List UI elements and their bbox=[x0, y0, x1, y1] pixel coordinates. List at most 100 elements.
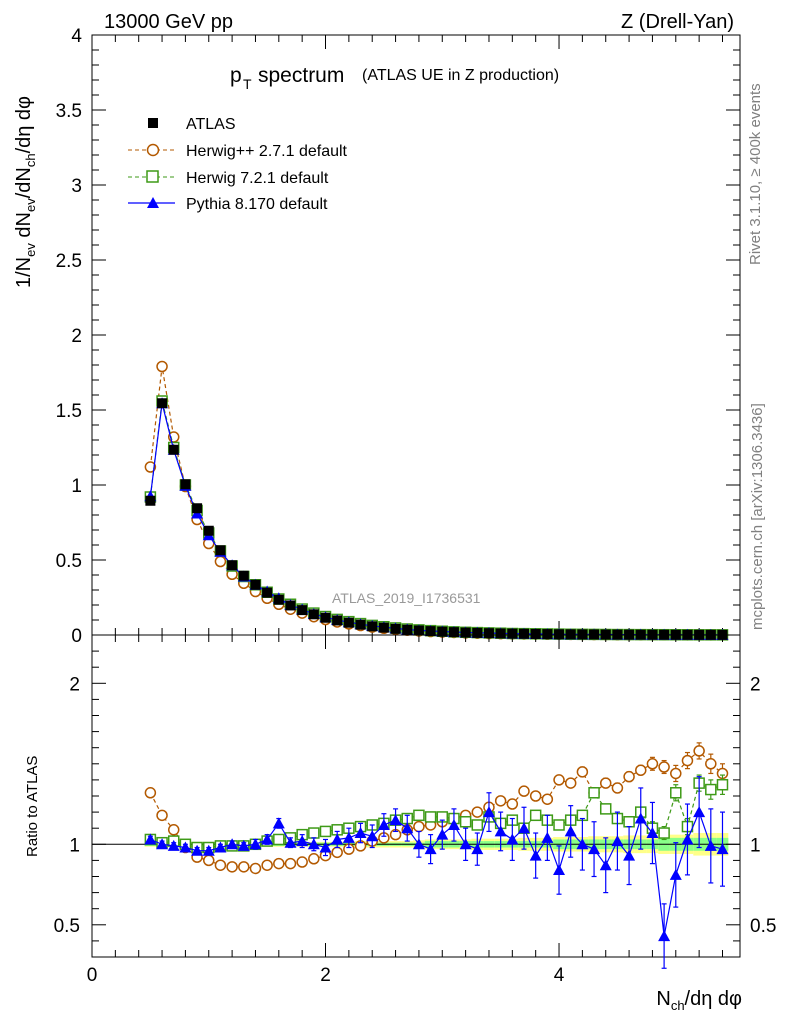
plot-title-extra: (ATLAS UE in Z production) bbox=[362, 67, 559, 84]
ratio-point-herwig-2-7-1-default bbox=[564, 777, 577, 789]
ratio-point-herwig-7-2-1-default bbox=[319, 825, 332, 838]
main-point-atlas bbox=[495, 628, 506, 639]
ratio-point-herwig-7-2-1-default bbox=[670, 787, 682, 799]
ratio-point-herwig-7-2-1-default bbox=[308, 827, 320, 839]
main-point-atlas bbox=[402, 624, 413, 635]
main-point-atlas bbox=[262, 587, 273, 598]
ratio-y-tick-label: 1 bbox=[69, 835, 80, 856]
main-point-atlas bbox=[145, 495, 156, 506]
main-point-atlas bbox=[483, 628, 494, 639]
rivet-info-label: Rivet 3.1.10, ≥ 400k events bbox=[747, 83, 764, 265]
ratio-point-herwig-2-7-1-default bbox=[658, 761, 670, 773]
ratio-point-pythia-8-170-default bbox=[658, 930, 671, 942]
main-y-tick-label: 1.5 bbox=[56, 401, 82, 422]
main-point-herwig-2-7-1-default bbox=[156, 360, 168, 373]
main-point-atlas bbox=[180, 479, 191, 490]
ratio-point-pythia-8-170-default bbox=[144, 833, 157, 845]
ratio-point-pythia-8-170-default bbox=[261, 833, 274, 845]
ratio-point-herwig-2-7-1-default bbox=[261, 859, 273, 871]
main-y-tick-label: 3 bbox=[71, 176, 82, 197]
ratio-point-herwig-7-2-1-default bbox=[413, 809, 425, 822]
ratio-point-pythia-8-170-default bbox=[623, 849, 636, 861]
ratio-point-herwig-2-7-1-default bbox=[238, 861, 250, 873]
legend-marker-atlas bbox=[148, 118, 158, 128]
legend: ATLAS Herwig++ 2.7.1 default Herwig 7.2.… bbox=[128, 116, 348, 213]
main-point-atlas bbox=[192, 503, 203, 514]
ratio-point-pythia-8-170-default bbox=[389, 814, 402, 826]
main-point-atlas bbox=[589, 629, 600, 640]
ratio-point-pythia-8-170-default bbox=[237, 839, 250, 851]
main-point-atlas bbox=[507, 628, 518, 639]
main-point-atlas bbox=[215, 545, 226, 556]
main-point-atlas bbox=[472, 627, 483, 638]
legend-label-herwig7: Herwig 7.2.1 default bbox=[186, 170, 329, 187]
main-point-atlas bbox=[367, 621, 378, 632]
ratio-panel-frame bbox=[91, 634, 741, 958]
main-point-atlas bbox=[542, 629, 553, 640]
main-point-atlas bbox=[238, 570, 249, 581]
x-axis-label: Nch/dη dφ bbox=[656, 988, 742, 1013]
ratio-point-herwig-7-2-1-default bbox=[529, 809, 542, 822]
legend-entry-atlas: ATLAS bbox=[148, 116, 236, 133]
main-y-axis: 0 0.5 1 1.5 2 2.5 3 3.5 4 bbox=[56, 26, 740, 647]
ratio-point-herwig-2-7-1-default bbox=[284, 857, 297, 870]
ratio-point-pythia-8-170-default bbox=[202, 844, 215, 856]
ratio-point-herwig-7-2-1-default bbox=[599, 803, 612, 815]
legend-marker-pythia bbox=[147, 197, 159, 208]
main-point-atlas bbox=[168, 444, 179, 455]
ratio-point-pythia-8-170-default bbox=[704, 839, 717, 851]
ratio-x-tick-label: 4 bbox=[554, 965, 565, 986]
ratio-point-herwig-2-7-1-default bbox=[249, 862, 262, 875]
ratio-series-layer bbox=[144, 742, 729, 969]
ratio-point-pythia-8-170-default bbox=[447, 818, 460, 830]
main-point-atlas bbox=[554, 629, 565, 640]
plot-title-spectrum: spectrum bbox=[258, 64, 344, 87]
ratio-point-pythia-8-170-default bbox=[669, 868, 682, 880]
main-point-atlas bbox=[343, 617, 354, 628]
ratio-point-herwig-7-2-1-default bbox=[273, 833, 285, 846]
ratio-point-herwig-2-7-1-default bbox=[203, 854, 215, 867]
ratio-point-herwig-2-7-1-default bbox=[670, 767, 682, 780]
ratio-point-pythia-8-170-default bbox=[366, 830, 379, 842]
ratio-point-pythia-8-170-default bbox=[506, 833, 519, 845]
ratio-point-herwig-2-7-1-default bbox=[623, 770, 635, 783]
main-point-atlas bbox=[227, 560, 238, 571]
ratio-point-herwig-7-2-1-default bbox=[424, 811, 437, 823]
ratio-point-herwig-2-7-1-default bbox=[144, 787, 157, 799]
ratio-point-pythia-8-170-default bbox=[494, 825, 507, 837]
ratio-y-axis-label: Ratio to ATLAS bbox=[24, 756, 41, 857]
ratio-point-herwig-7-2-1-default bbox=[471, 819, 484, 831]
ratio-point-herwig-2-7-1-default bbox=[308, 853, 320, 865]
ratio-x-tick-label: 2 bbox=[320, 965, 331, 986]
ratio-point-pythia-8-170-default bbox=[599, 859, 612, 871]
main-point-herwig-2-7-1-default bbox=[214, 555, 227, 568]
legend-label-atlas: ATLAS bbox=[186, 116, 236, 133]
ratio-point-pythia-8-170-default bbox=[482, 806, 495, 818]
ratio-point-pythia-8-170-default bbox=[681, 833, 694, 845]
ratio-point-herwig-7-2-1-default bbox=[588, 787, 600, 799]
main-point-herwig-2-7-1-default bbox=[144, 461, 157, 473]
ratio-y-axis: 0.5 0.5 1 1 2 2 bbox=[54, 650, 776, 942]
main-point-atlas bbox=[157, 398, 168, 409]
main-y-axis-label: 1/Nev dNev/dNch/dη dφ bbox=[13, 96, 38, 288]
ratio-point-herwig-2-7-1-default bbox=[167, 824, 180, 836]
main-point-atlas bbox=[332, 615, 343, 626]
main-y-tick-label: 2.5 bbox=[56, 251, 82, 272]
main-point-atlas bbox=[460, 627, 471, 638]
main-y-tick-label: 1 bbox=[71, 476, 82, 497]
ratio-point-pythia-8-170-default bbox=[307, 838, 320, 850]
ratio-line-pythia-8-170-default bbox=[150, 810, 723, 937]
main-y-tick-label: 4 bbox=[71, 26, 82, 47]
ratio-point-pythia-8-170-default bbox=[541, 831, 554, 843]
ratio-point-herwig-2-7-1-default bbox=[553, 774, 565, 786]
ratio-panel: 0.5 0.5 1 1 2 2 0 2 4 Ratio to ATLAS Nch/dη dφ bbox=[24, 634, 776, 1013]
main-point-atlas bbox=[355, 619, 366, 630]
ratio-point-herwig-2-7-1-default bbox=[506, 798, 519, 810]
ratio-point-herwig-2-7-1-default bbox=[413, 820, 425, 833]
header-collision-label: 13000 GeV pp bbox=[104, 11, 233, 33]
main-point-atlas bbox=[308, 609, 319, 620]
ratio-point-herwig-2-7-1-default bbox=[529, 790, 542, 802]
main-y-tick-label: 0.5 bbox=[56, 551, 82, 572]
plot-title-pt: p bbox=[230, 64, 242, 87]
